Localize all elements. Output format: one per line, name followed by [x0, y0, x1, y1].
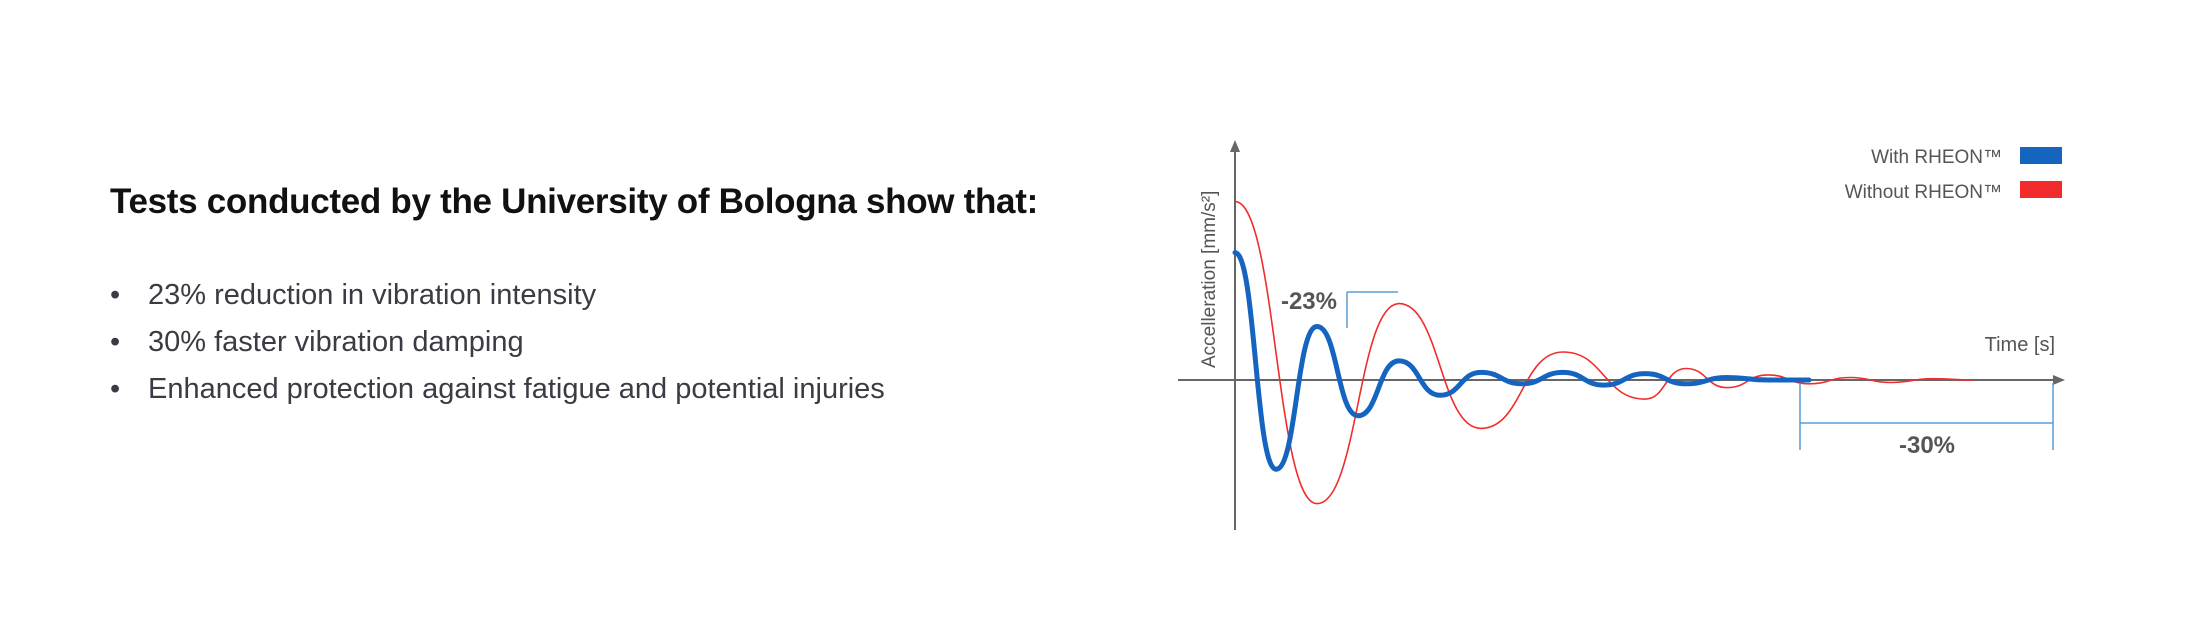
series-line-without-rheon: [1234, 200, 1974, 505]
bullet-text: 23% reduction in vibration intensity: [148, 279, 597, 311]
chart-svg: Accelleration [mm/s²] Time [s] With RHEO…: [1178, 140, 2065, 530]
x-axis-arrow: [2053, 375, 2065, 385]
vibration-chart: Accelleration [mm/s²] Time [s] With RHEO…: [1150, 130, 2100, 550]
legend-label-without: Without RHEON™: [1845, 182, 2002, 203]
legend-swatch-with: [2020, 147, 2062, 164]
annotation-damping-time: -30%: [1799, 383, 2054, 459]
legend: With RHEON™ Without RHEON™: [1845, 147, 2062, 203]
annotation-label-30: -30%: [1899, 432, 1955, 459]
bullet-text: Enhanced protection against fatigue and …: [148, 373, 885, 405]
y-axis-label: Accelleration [mm/s²]: [1199, 191, 1220, 368]
legend-label-with: With RHEON™: [1871, 147, 2002, 168]
y-axis-arrow: [1230, 140, 1240, 152]
bullet-icon: •: [110, 279, 121, 311]
bullet-item: • Enhanced protection against fatigue and…: [110, 366, 1120, 413]
series-line-with-rheon: [1232, 250, 1812, 472]
headline: Tests conducted by the University of Bol…: [110, 182, 1038, 221]
bullet-text: 30% faster vibration damping: [148, 326, 524, 358]
bullet-icon: •: [110, 326, 121, 358]
x-axis-label: Time [s]: [1985, 334, 2055, 356]
text-block: Tests conducted by the University of Bol…: [110, 182, 1120, 413]
annotation-peak-reduction: -23%: [1281, 288, 1398, 328]
legend-swatch-without: [2020, 181, 2062, 198]
annotation-label-23: -23%: [1281, 288, 1337, 315]
bullet-item: • 23% reduction in vibration intensity: [110, 272, 1120, 319]
bullet-list: • 23% reduction in vibration intensity • 3…: [110, 272, 1120, 413]
bullet-icon: •: [110, 373, 121, 405]
bullet-item: • 30% faster vibration damping: [110, 319, 1120, 366]
